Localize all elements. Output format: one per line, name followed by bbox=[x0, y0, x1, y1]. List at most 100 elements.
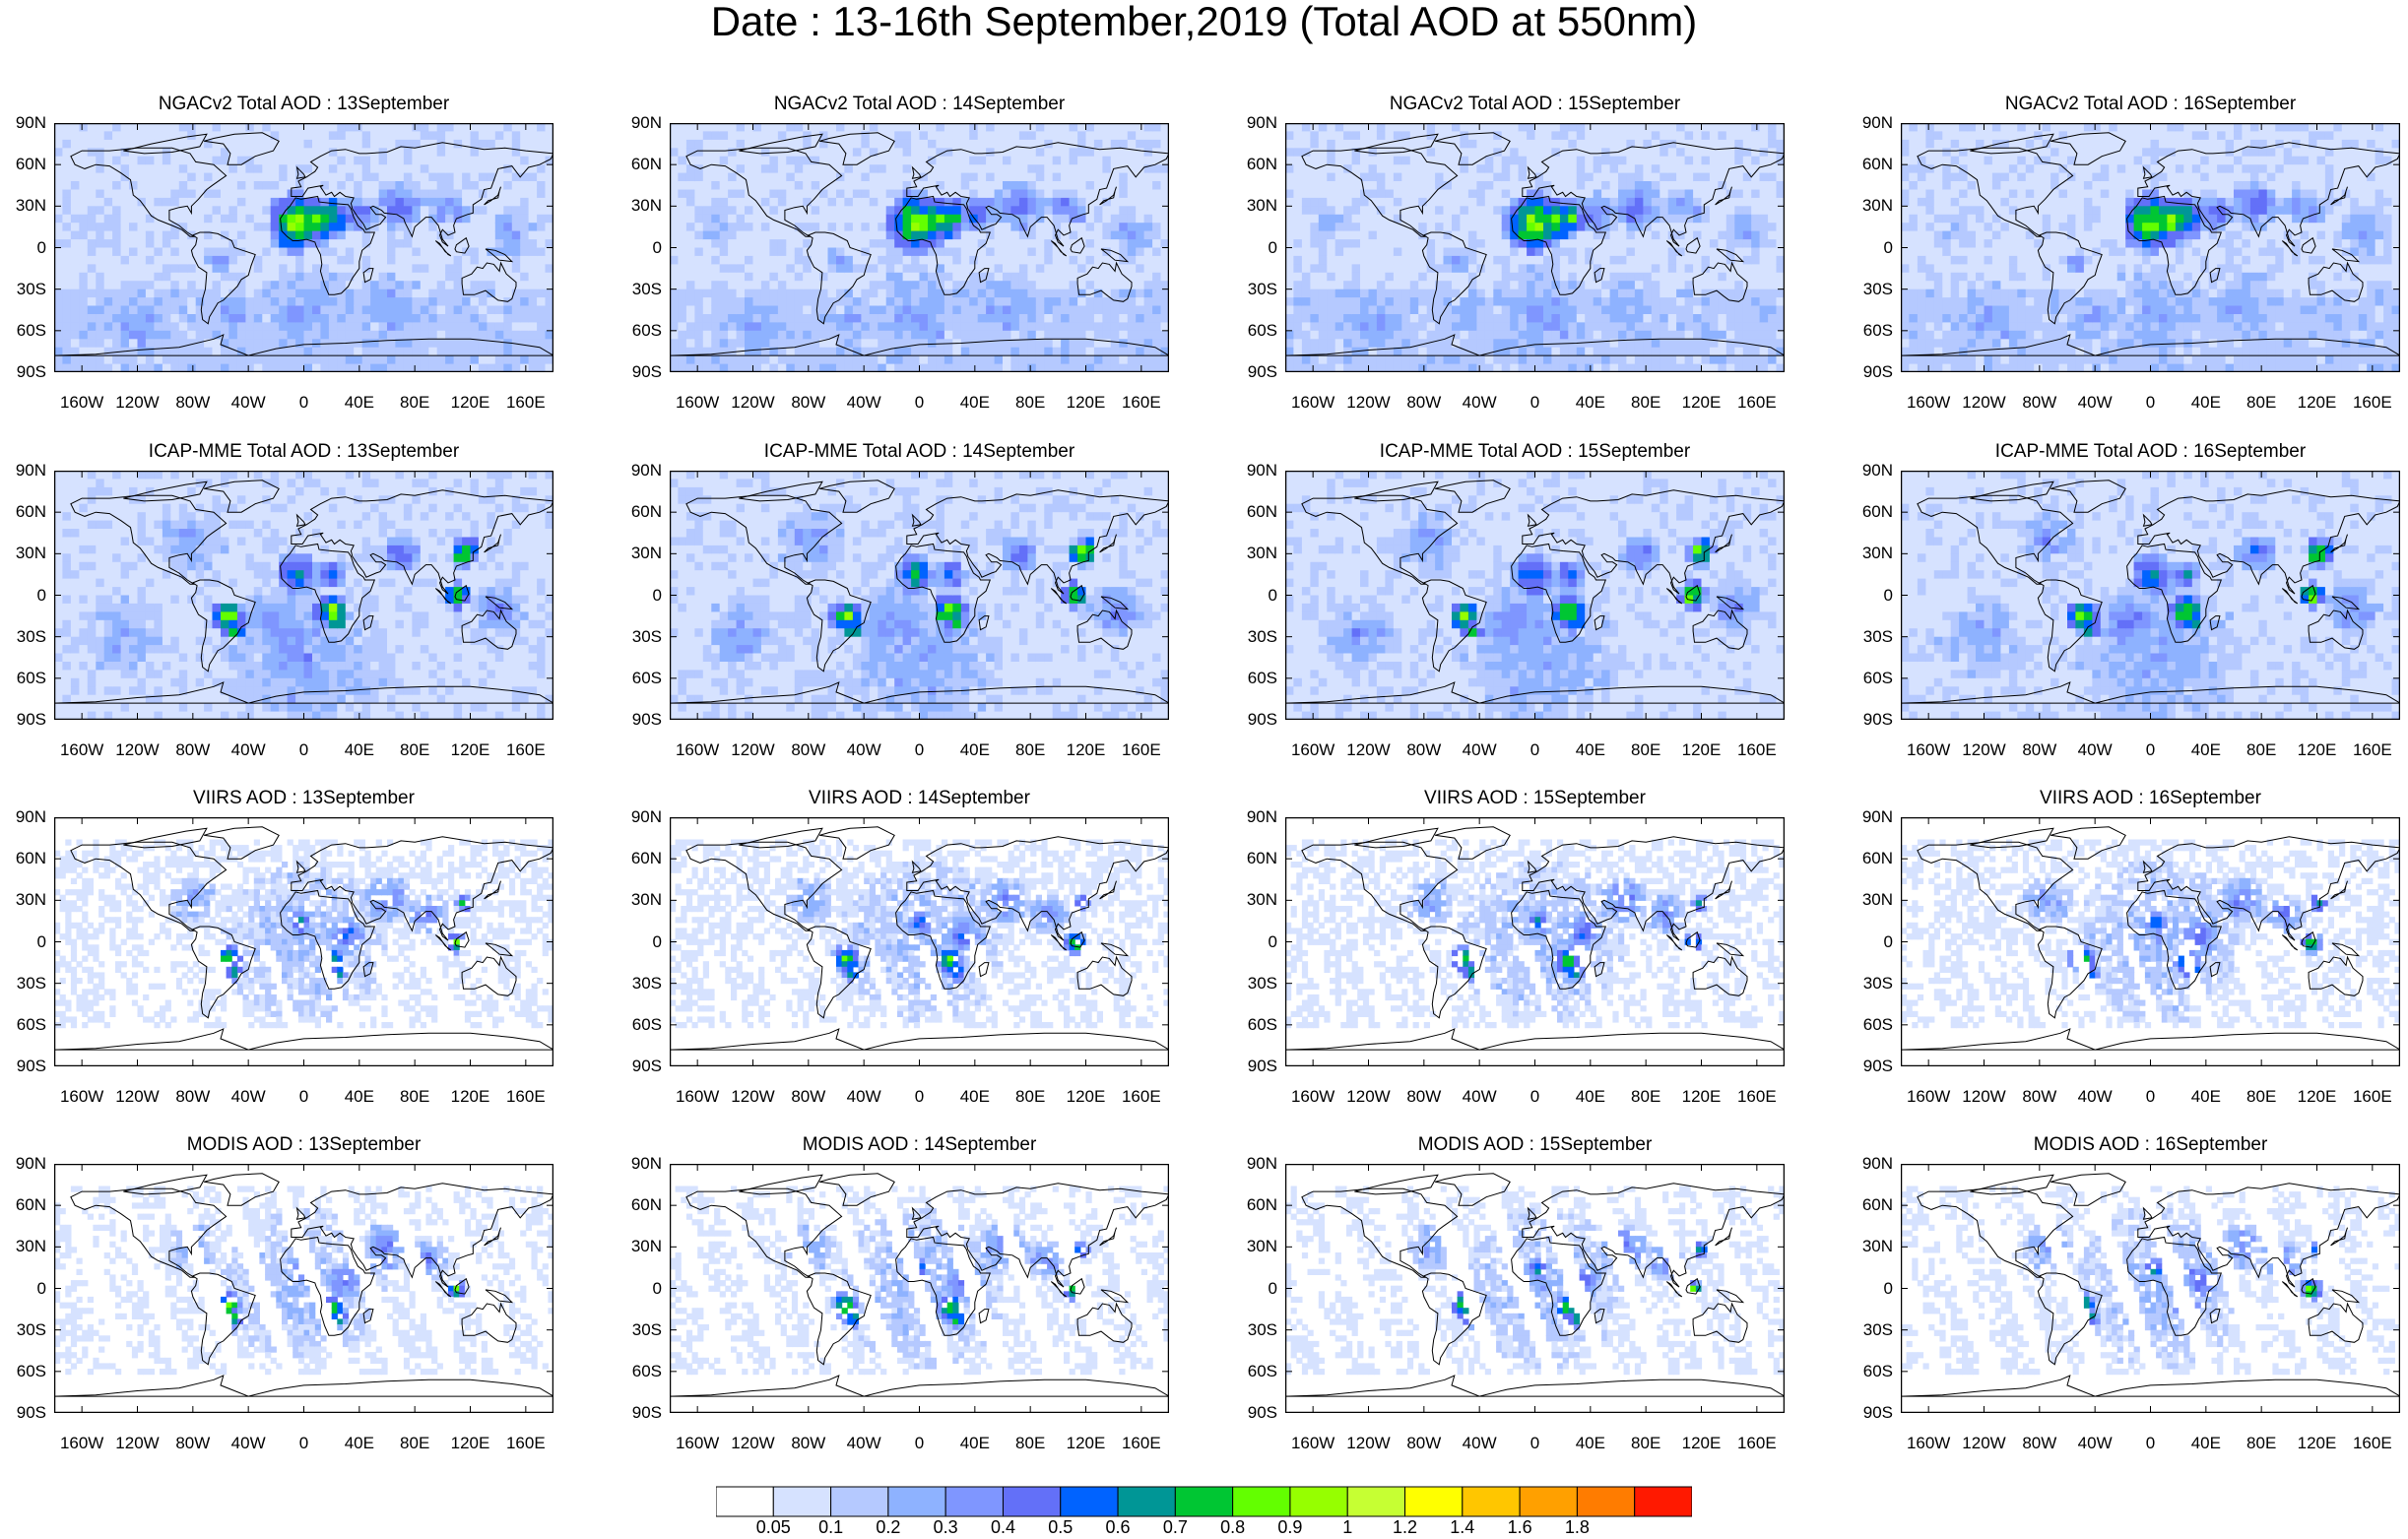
lon-tick-label: 0 bbox=[1506, 1088, 1565, 1106]
lat-tick-label: 60S bbox=[3, 1362, 46, 1380]
lat-tick-label: 0 bbox=[1234, 238, 1277, 257]
lat-tick-label: 0 bbox=[618, 1279, 662, 1298]
lat-tick-label: 60N bbox=[1850, 850, 1893, 867]
lat-tick-label: 90S bbox=[3, 711, 46, 729]
lon-tick-label: 40E bbox=[945, 1435, 1005, 1452]
lon-tick-label: 120W bbox=[1955, 741, 2014, 759]
lon-tick-label: 80E bbox=[1001, 741, 1060, 759]
lon-tick-label: 40W bbox=[2065, 394, 2124, 412]
lat-tick-label: 90N bbox=[618, 1155, 662, 1173]
lon-tick-label: 120W bbox=[1339, 394, 1399, 412]
lon-tick-label: 0 bbox=[2121, 741, 2180, 759]
lat-tick-label: 90N bbox=[3, 808, 46, 826]
lon-tick-label: 160E bbox=[1727, 1435, 1787, 1452]
lon-tick-label: 40E bbox=[1561, 394, 1620, 412]
coastlines bbox=[1901, 132, 2400, 356]
colorbar-label: 1.2 bbox=[1381, 1517, 1430, 1537]
colorbar-box bbox=[1634, 1486, 1692, 1517]
lat-tick-label: 60S bbox=[1850, 321, 1893, 340]
coastlines bbox=[54, 480, 553, 704]
coastlines bbox=[670, 480, 1169, 704]
lon-tick-label: 40E bbox=[330, 394, 389, 412]
lat-tick-label: 0 bbox=[1850, 1279, 1893, 1298]
lon-tick-label: 160W bbox=[668, 741, 727, 759]
lon-tick-label: 40W bbox=[1450, 1088, 1509, 1106]
lon-tick-label: 160W bbox=[52, 1088, 111, 1106]
aod-map bbox=[1901, 817, 2400, 1066]
colorbar-label: 0.6 bbox=[1093, 1517, 1142, 1537]
lon-tick-label: 40W bbox=[1450, 394, 1509, 412]
lon-tick-label: 40W bbox=[219, 1088, 278, 1106]
lon-tick-label: 160E bbox=[496, 1435, 555, 1452]
lon-tick-label: 120E bbox=[2288, 394, 2347, 412]
lat-tick-label: 60N bbox=[1234, 1196, 1277, 1214]
lon-tick-label: 80E bbox=[2232, 394, 2291, 412]
lat-tick-label: 30S bbox=[1850, 280, 1893, 298]
lat-tick-label: 30N bbox=[1850, 545, 1893, 562]
lon-tick-label: 0 bbox=[275, 1088, 334, 1106]
lon-tick-label: 160E bbox=[1727, 394, 1787, 412]
lat-tick-label: 90S bbox=[618, 1404, 662, 1422]
lon-tick-label: 40W bbox=[219, 1435, 278, 1452]
lon-tick-label: 120W bbox=[108, 1435, 167, 1452]
lon-tick-label: 40E bbox=[330, 1435, 389, 1452]
lon-tick-label: 120E bbox=[441, 1435, 500, 1452]
lon-tick-label: 40E bbox=[945, 1088, 1005, 1106]
coastlines bbox=[1285, 1173, 1785, 1397]
lat-tick-label: 60S bbox=[618, 1015, 662, 1034]
lat-tick-label: 60N bbox=[3, 850, 46, 867]
colorbar-label: 0.3 bbox=[921, 1517, 970, 1537]
lon-tick-label: 160E bbox=[1112, 741, 1171, 759]
aod-field bbox=[1901, 1186, 2400, 1376]
lon-tick-label: 160W bbox=[52, 394, 111, 412]
colorbar-box bbox=[1289, 1486, 1348, 1517]
lon-tick-label: 80E bbox=[385, 741, 444, 759]
lon-tick-label: 80W bbox=[2010, 1435, 2069, 1452]
lon-tick-label: 160E bbox=[2343, 1435, 2402, 1452]
aod-map bbox=[1285, 1164, 1785, 1413]
lon-tick-label: 80E bbox=[2232, 741, 2291, 759]
lat-tick-label: 90S bbox=[1850, 363, 1893, 381]
aod-map bbox=[670, 123, 1169, 372]
lon-tick-label: 80W bbox=[1395, 1435, 1454, 1452]
colorbar-box bbox=[1462, 1486, 1521, 1517]
lat-tick-label: 90N bbox=[618, 808, 662, 826]
lon-tick-label: 0 bbox=[2121, 1435, 2180, 1452]
colorbar-box bbox=[1232, 1486, 1291, 1517]
lat-tick-label: 30S bbox=[1234, 1320, 1277, 1339]
lon-tick-label: 120W bbox=[108, 394, 167, 412]
panel-title: MODIS AOD : 15September bbox=[1289, 1134, 1782, 1156]
lat-tick-label: 30S bbox=[3, 627, 46, 646]
lon-tick-label: 80W bbox=[779, 394, 838, 412]
lon-tick-label: 80W bbox=[1395, 741, 1454, 759]
lat-tick-label: 30S bbox=[1850, 627, 1893, 646]
lon-tick-label: 40W bbox=[834, 1435, 893, 1452]
lat-tick-label: 60N bbox=[1850, 1196, 1893, 1214]
colorbar-label: 1.8 bbox=[1552, 1517, 1601, 1537]
lon-tick-label: 40E bbox=[330, 1088, 389, 1106]
lon-tick-label: 80E bbox=[1616, 1435, 1675, 1452]
lat-tick-label: 90N bbox=[1234, 808, 1277, 826]
figure-title: Date : 13-16th September,2019 (Total AOD… bbox=[0, 0, 2408, 43]
lon-tick-label: 160W bbox=[1899, 394, 1958, 412]
panel-title: ICAP-MME Total AOD : 14September bbox=[674, 441, 1166, 463]
lat-tick-label: 90N bbox=[1234, 462, 1277, 480]
aod-field bbox=[670, 123, 1169, 372]
lon-tick-label: 40E bbox=[945, 741, 1005, 759]
coastlines bbox=[1901, 826, 2400, 1051]
lat-tick-label: 60S bbox=[1850, 1362, 1893, 1380]
lat-tick-label: 0 bbox=[1850, 586, 1893, 605]
lat-tick-label: 90S bbox=[1850, 1058, 1893, 1075]
lon-tick-label: 160W bbox=[1283, 741, 1342, 759]
lon-tick-label: 120E bbox=[441, 1088, 500, 1106]
colorbar-label: 0.5 bbox=[1036, 1517, 1085, 1537]
lon-tick-label: 120W bbox=[724, 1435, 783, 1452]
lon-tick-label: 160E bbox=[2343, 1088, 2402, 1106]
lat-tick-label: 60N bbox=[3, 156, 46, 173]
lon-tick-label: 80E bbox=[1001, 1435, 1060, 1452]
lat-tick-label: 30S bbox=[618, 627, 662, 646]
lon-tick-label: 160E bbox=[496, 1088, 555, 1106]
lat-tick-label: 30N bbox=[1850, 1238, 1893, 1255]
coastlines bbox=[670, 132, 1169, 356]
panel-title: ICAP-MME Total AOD : 16September bbox=[1905, 441, 2397, 463]
